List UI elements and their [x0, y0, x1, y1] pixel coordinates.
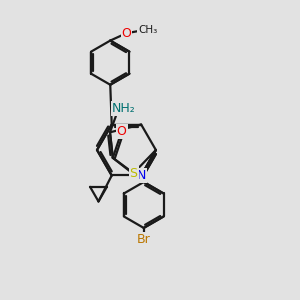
Text: S: S: [130, 167, 137, 180]
Text: O: O: [122, 27, 131, 40]
Text: NH₂: NH₂: [112, 102, 136, 115]
Text: Br: Br: [137, 233, 151, 246]
Text: N: N: [136, 169, 146, 182]
Text: CH₃: CH₃: [138, 25, 158, 35]
Text: O: O: [117, 125, 127, 138]
